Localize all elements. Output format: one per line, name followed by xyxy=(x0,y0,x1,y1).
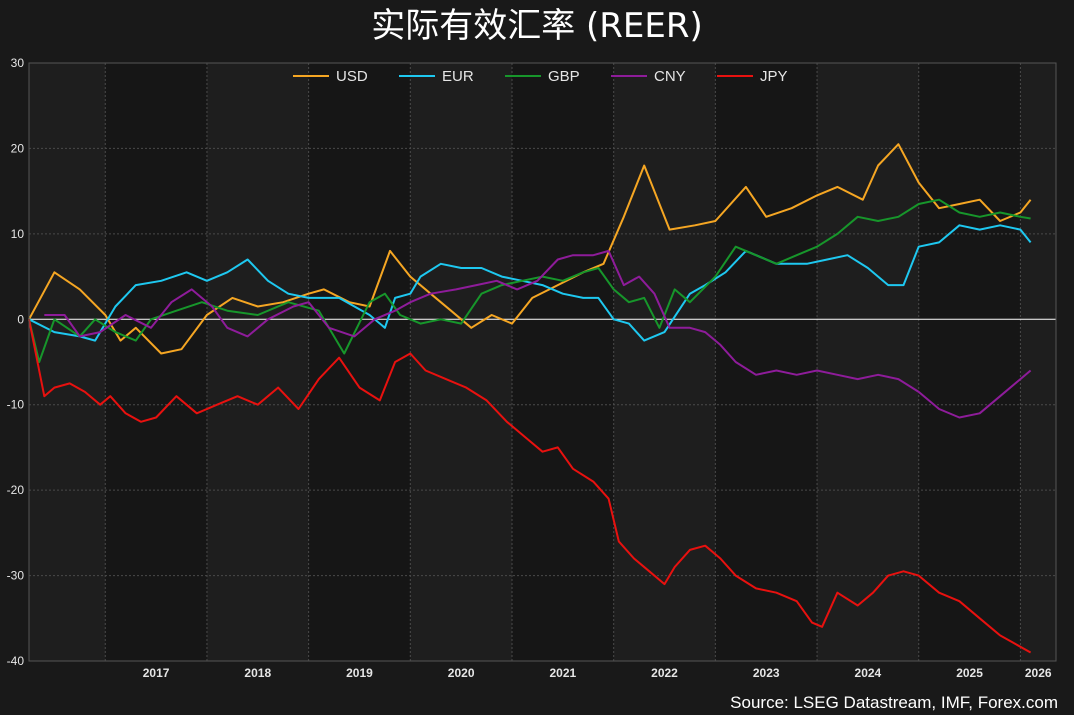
legend-label-usd: USD xyxy=(336,68,368,85)
y-tick-label: -20 xyxy=(7,483,25,497)
y-tick-label: 30 xyxy=(11,56,25,70)
y-tick-label: -10 xyxy=(7,398,25,412)
year-shading xyxy=(105,63,1021,661)
y-tick-label: 20 xyxy=(11,141,25,155)
series-lines xyxy=(28,143,1032,654)
x-axis-ticks: 2017 2018 2019 2020 2021 2022 2023 2024 2025 2026 xyxy=(143,666,1052,680)
x-tick-label: 2024 xyxy=(855,666,882,680)
x-tick-label: 2026 xyxy=(1025,666,1052,680)
chart-source: Source: LSEG Datastream, IMF, Forex.com xyxy=(730,693,1058,712)
legend-label-jpy: JPY xyxy=(760,68,788,85)
chart-title: 实际有效汇率 (REER) xyxy=(371,6,703,46)
plot-border xyxy=(28,62,1057,662)
series-line-gbp xyxy=(28,198,1031,363)
legend: USD EUR GBP CNY JPY xyxy=(293,68,788,85)
grid-lines xyxy=(29,63,1056,661)
x-tick-label: 2018 xyxy=(244,666,271,680)
x-tick-label: 2019 xyxy=(346,666,373,680)
year-band xyxy=(308,63,411,661)
legend-label-cny: CNY xyxy=(654,68,686,85)
x-tick-label: 2022 xyxy=(651,666,678,680)
x-tick-label: 2025 xyxy=(956,666,983,680)
legend-label-eur: EUR xyxy=(442,68,474,85)
x-tick-label: 2021 xyxy=(549,666,576,680)
year-band xyxy=(105,63,207,661)
series-line-jpy xyxy=(28,319,1032,654)
series-line-eur xyxy=(28,224,1032,342)
year-band xyxy=(918,63,1021,661)
series-line-usd xyxy=(28,143,1032,355)
series-line-cny xyxy=(44,249,1032,419)
x-tick-label: 2023 xyxy=(753,666,780,680)
year-band xyxy=(715,63,818,661)
y-tick-label: 0 xyxy=(17,312,24,326)
y-tick-label: -40 xyxy=(7,654,25,668)
y-tick-label: 10 xyxy=(11,227,25,241)
y-tick-label: -30 xyxy=(7,569,25,583)
x-tick-label: 2020 xyxy=(448,666,475,680)
y-axis-ticks: 30 20 10 0 -10 -20 -30 -40 xyxy=(7,56,25,668)
year-band xyxy=(511,63,614,661)
x-tick-label: 2017 xyxy=(143,666,170,680)
legend-label-gbp: GBP xyxy=(548,68,580,85)
